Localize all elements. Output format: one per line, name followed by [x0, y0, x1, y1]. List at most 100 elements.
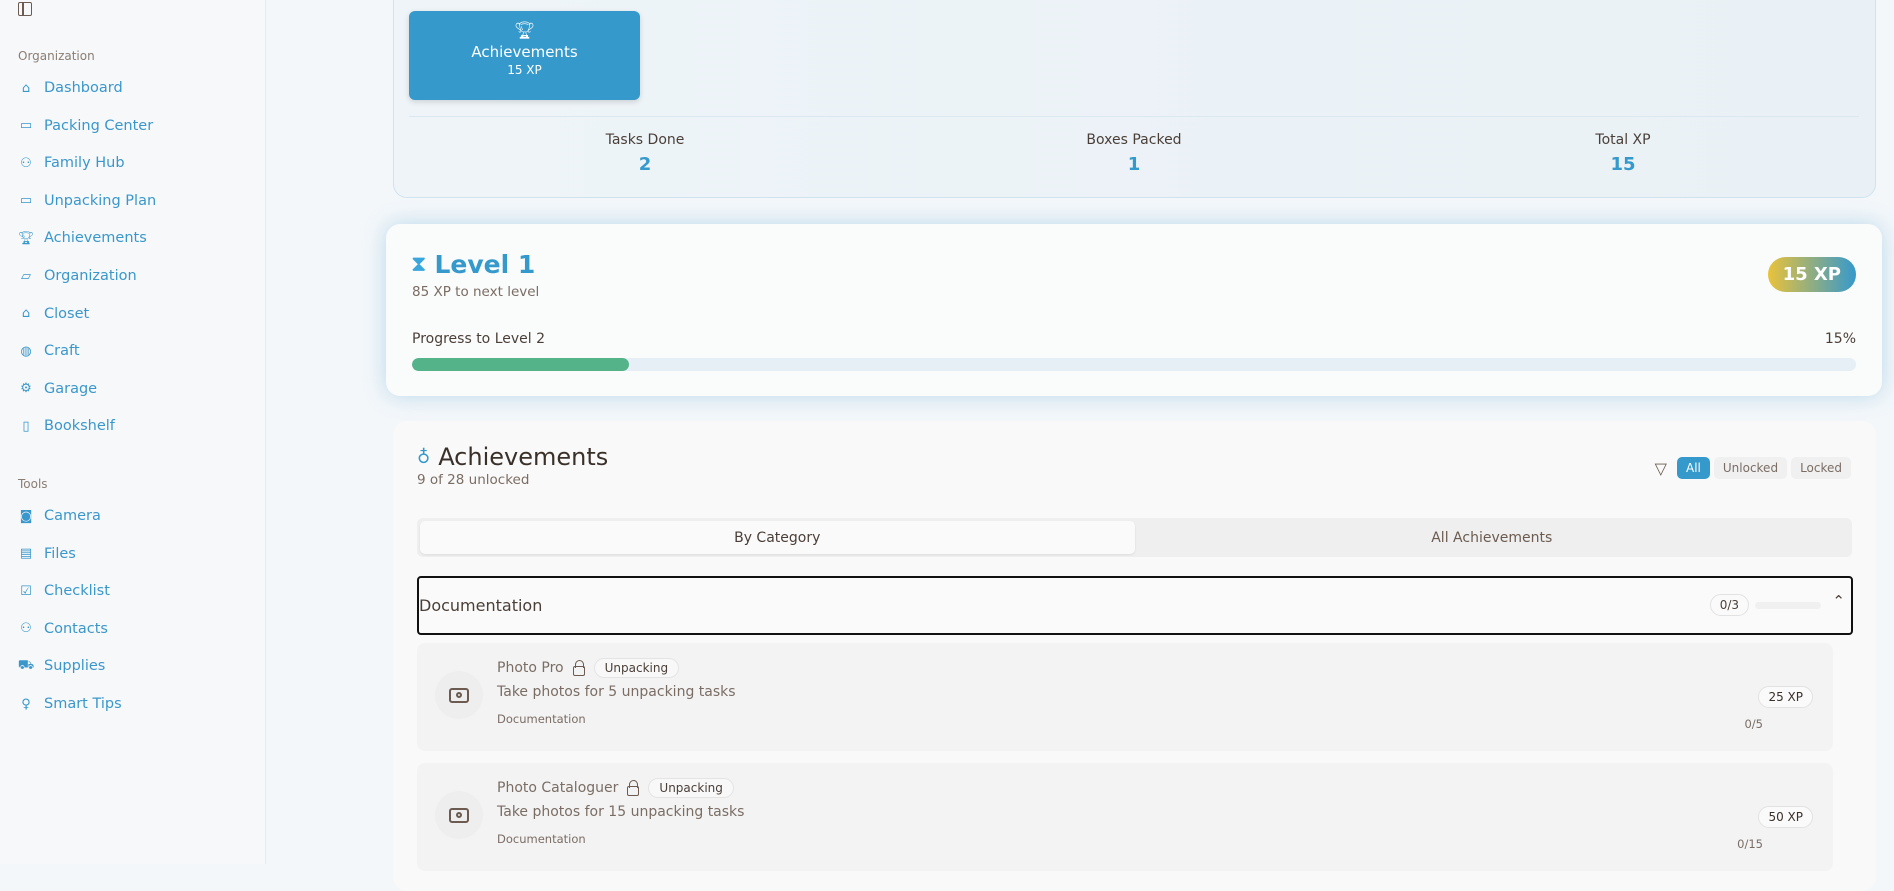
tab-all-achievements[interactable]: All Achievements	[1431, 529, 1553, 546]
sidebar-item-camera[interactable]: ◙ Camera	[18, 508, 101, 524]
sidebar-item-label: Family Hub	[44, 155, 125, 172]
sidebar-item-label: Craft	[44, 343, 80, 360]
achievements-tile[interactable]: 🏆︎ Achievements 15 XP	[409, 11, 640, 100]
lock-icon	[572, 659, 585, 676]
sidebar-item-contacts[interactable]: ⚇ Contacts	[18, 621, 108, 637]
home-icon: ⌂	[21, 80, 31, 96]
lock-icon	[627, 779, 640, 796]
camera-icon	[435, 671, 483, 719]
sidebar-item-family-hub[interactable]: ⚇ Family Hub	[18, 155, 125, 172]
level-card: ⧗ Level 1 85 XP to next level 15 XP Prog…	[386, 224, 1882, 396]
sidebar-item-label: Organization	[44, 268, 137, 284]
book-icon: ▯	[22, 418, 30, 434]
achievement-progress: 0/15	[1737, 837, 1763, 851]
sidebar: Organization ⌂ Dashboard ▭ Packing Center ⚇ F…	[0, 0, 266, 864]
camera-icon: ◙	[19, 508, 33, 524]
sidebar-item-label: Packing Center	[44, 117, 154, 134]
chevron-up-icon[interactable]: ⌃	[1832, 592, 1845, 610]
folder-open-icon: ▱	[21, 268, 31, 284]
sidebar-item-smart-tips[interactable]: ♀ Smart Tips	[18, 696, 122, 712]
sidebar-item-label: Contacts	[44, 620, 108, 637]
sidebar-item-label: Files	[44, 545, 76, 562]
xp-badge: 15 XP	[1767, 257, 1856, 292]
sidebar-item-unpacking-plan[interactable]: ▭ Unpacking Plan	[18, 193, 156, 209]
sidebar-item-label: Dashboard	[44, 80, 123, 96]
sidebar-item-label: Bookshelf	[44, 418, 115, 435]
archive-icon: ▭	[19, 118, 33, 134]
archive-icon: ▭	[19, 193, 33, 209]
sidebar-item-bookshelf[interactable]: ▯ Bookshelf	[18, 418, 115, 435]
filter-icon: ▽	[1654, 458, 1667, 478]
view-tabs: By Category All Achievements	[417, 518, 1852, 557]
sidebar-item-dashboard[interactable]: ⌂ Dashboard	[18, 80, 123, 96]
trophy-icon: 🏆︎	[513, 21, 536, 41]
filter-unlocked[interactable]: Unlocked	[1713, 457, 1788, 479]
sidebar-item-label: Unpacking Plan	[44, 192, 157, 209]
achievement-tag: Unpacking	[648, 778, 734, 798]
category-count: 0/3	[1709, 594, 1749, 616]
users-icon: ⚇	[20, 621, 32, 637]
achievement-item[interactable]: Photo Cataloguer Unpacking Take photos fo…	[417, 763, 1833, 871]
sidebar-item-supplies[interactable]: ⛟ Supplies	[17, 657, 106, 675]
level-title: Level 1	[434, 250, 536, 279]
sidebar-item-files[interactable]: ▤ Files	[18, 546, 76, 562]
category-header-documentation[interactable]: Documentation 0/3 ⌃	[417, 576, 1853, 635]
tile-title: Achievements	[471, 43, 578, 61]
hanger-icon: ⌂	[21, 306, 31, 322]
achievement-item[interactable]: Photo Pro Unpacking Take photos for 5 unp…	[417, 643, 1833, 751]
section-label: Tools	[18, 477, 48, 491]
progress-label: Progress to Level 2	[412, 331, 546, 347]
users-icon: ⚇	[20, 155, 32, 171]
lightbulb-icon: ♀	[21, 696, 31, 712]
tile-xp: 15 XP	[507, 63, 542, 77]
sidebar-item-closet[interactable]: ⌂ Closet	[18, 306, 89, 322]
achievement-progress: 0/5	[1744, 717, 1763, 731]
trophy-icon: 🏆︎	[17, 230, 35, 246]
stat-boxes-packed: Boxes Packed 1	[1086, 132, 1182, 175]
achievement-name: Photo Cataloguer	[497, 780, 619, 796]
checkbox-icon: ☑	[20, 583, 32, 599]
sidebar-item-label: Supplies	[44, 658, 106, 675]
sidebar-item-garage[interactable]: ⚙ Garage	[18, 381, 97, 397]
cart-icon: ⛟	[17, 657, 35, 673]
sidebar-item-label: Garage	[44, 380, 98, 397]
section-label: Organization	[18, 49, 95, 63]
sidebar-item-packing-center[interactable]: ▭ Packing Center	[18, 118, 153, 134]
award-icon: ♁	[417, 446, 431, 468]
achievement-category: Documentation	[497, 832, 586, 846]
sidebar-item-organization[interactable]: ▱ Organization	[18, 268, 137, 284]
sidebar-item-label: Closet	[44, 305, 90, 322]
progress-fill	[412, 358, 629, 371]
progress-percent: 15%	[1824, 331, 1856, 347]
sidebar-item-label: Smart Tips	[44, 696, 122, 712]
category-progress-bar	[1755, 602, 1821, 609]
achievements-title: Achievements	[438, 443, 609, 471]
achievement-description: Take photos for 15 unpacking tasks	[497, 804, 745, 820]
sidebar-item-achievements[interactable]: 🏆︎ Achievements	[18, 230, 147, 246]
file-icon: ▤	[19, 546, 33, 562]
stat-total-xp: Total XP 15	[1595, 132, 1651, 175]
palette-icon: ◍	[20, 343, 32, 359]
progress-bar	[412, 358, 1856, 371]
medal-icon: ⧗	[411, 252, 427, 277]
camera-icon	[435, 791, 483, 839]
tab-by-category[interactable]: By Category	[420, 521, 1135, 554]
sidebar-toggle-icon[interactable]	[18, 2, 32, 16]
achievements-subtitle: 9 of 28 unlocked	[417, 472, 530, 488]
sidebar-item-label: Achievements	[44, 230, 147, 247]
gear-icon: ⚙	[20, 381, 32, 397]
category-name: Documentation	[419, 596, 543, 615]
achievement-description: Take photos for 5 unpacking tasks	[497, 684, 736, 700]
stat-tasks-done: Tasks Done 2	[605, 132, 685, 175]
sidebar-item-label: Checklist	[44, 583, 110, 600]
filter-locked[interactable]: Locked	[1791, 457, 1851, 479]
achievement-name: Photo Pro	[497, 660, 564, 676]
sidebar-item-label: Camera	[44, 508, 101, 524]
summary-card	[393, 0, 1876, 198]
achievement-xp: 25 XP	[1758, 686, 1813, 708]
sidebar-item-craft[interactable]: ◍ Craft	[18, 343, 80, 360]
filter-all[interactable]: All	[1676, 457, 1710, 479]
achievement-category: Documentation	[497, 712, 586, 726]
sidebar-item-checklist[interactable]: ☑ Checklist	[18, 583, 110, 599]
achievement-xp: 50 XP	[1758, 806, 1813, 828]
